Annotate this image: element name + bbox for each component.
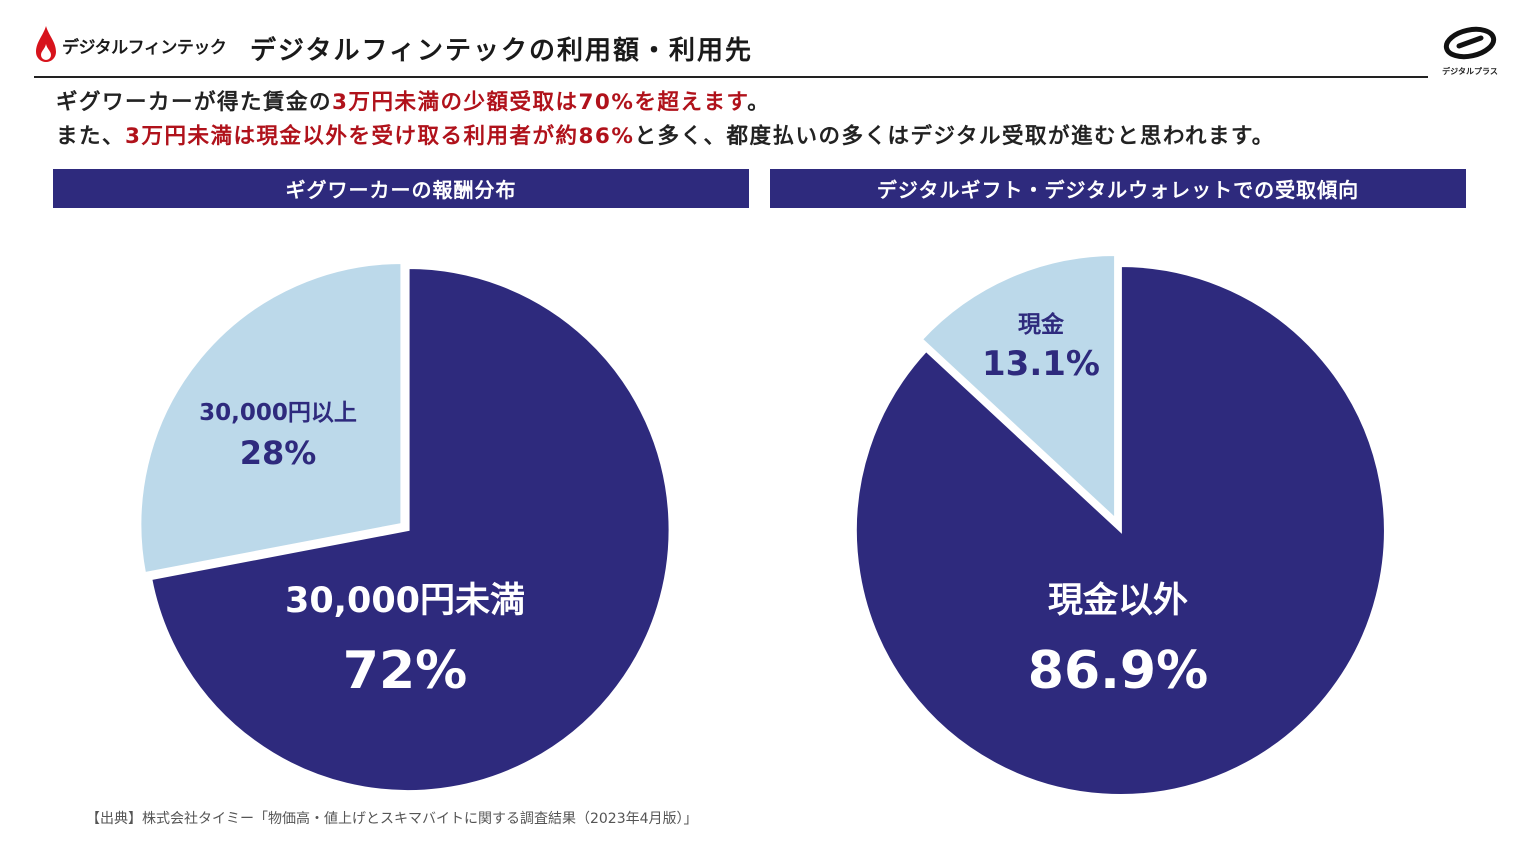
chart-2-title: デジタルギフト・デジタルウォレットでの受取傾向 [770,169,1466,208]
slice-value-2-1: 86.9% [1028,641,1208,701]
slice-value-1-2: 28% [240,434,317,472]
intro-line-1-a: ギグワーカーが得た賃金の [56,90,333,115]
corner-logo: デジタルプラス [1440,26,1500,77]
chart-area: 30,000円未満 72% 30,000円以上 28% 現金以外 86.9% 現金 13.1% [138,253,1387,797]
pie-slice-1-1 [148,266,672,794]
intro-line-2-highlight: 3万円未満は現金以外を受け取る利用者が約86% [125,124,635,149]
intro-line-1-c: 。 [747,90,771,115]
slice-label-1-2: 30,000円以上 [199,400,357,426]
brand-name: デジタルフィンテック [62,37,227,58]
pie-slice-1-2 [138,260,404,576]
digital-plus-logo-icon [1443,26,1497,60]
brand: デジタルフィンテック [34,24,227,66]
pie-slice-2-1 [853,263,1387,797]
slice-label-1-1: 30,000円未満 [285,581,525,621]
slice-label-2-1: 現金以外 [1048,580,1188,621]
page-title: デジタルフィンテックの利用額・利用先 [250,36,753,66]
intro-line-1: ギグワーカーが得た賃金の3万円未満の少額受取は70%を超えます。 [56,86,1275,120]
header-divider [34,76,1428,78]
pie-slice-2-2 [919,253,1118,523]
slice-value-2-2: 13.1% [982,344,1100,384]
pie-chart-1: 30,000円未満 72% 30,000円以上 28% [138,260,672,794]
slice-label-2-2: 現金 [1018,311,1065,338]
intro-line-2: また、3万円未満は現金以外を受け取る利用者が約86%と多く、都度払いの多くはデジ… [56,120,1275,154]
source-citation: 【出典】株式会社タイミー「物価高・値上げとスキマバイトに関する調査結果（2023… [86,811,698,827]
intro-line-1-highlight: 3万円未満の少額受取は70%を超えます [332,90,748,115]
flame-drop-icon [36,26,56,62]
pie-chart-2: 現金以外 86.9% 現金 13.1% [853,253,1387,797]
intro-line-2-a: また、 [56,124,126,149]
corner-logo-text: デジタルプラス [1442,67,1498,76]
intro-line-2-c: と多く、都度払いの多くはデジタル受取が進むと思われます。 [634,124,1275,149]
slice-value-1-1: 72% [343,641,467,701]
header: デジタルフィンテック デジタルフィンテックの利用額・利用先 デジタルプラス [0,0,1520,80]
intro-text: ギグワーカーが得た賃金の3万円未満の少額受取は70%を超えます。 また、3万円未… [56,86,1275,154]
chart-1-title: ギグワーカーの報酬分布 [53,169,749,208]
